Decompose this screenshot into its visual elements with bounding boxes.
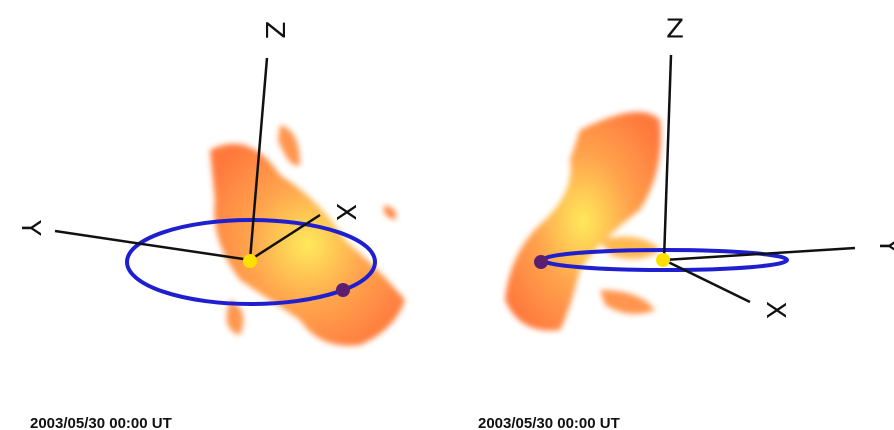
timestamp: 2003/05/30 00:00 UT [30, 415, 172, 430]
cme-cloud [210, 125, 405, 346]
axis-label: Z [259, 21, 289, 39]
visualization: Z Y X 2003/05/30 00:00 UT Z Y X 2003/05/… [0, 0, 894, 430]
axis-label: Z [666, 15, 684, 45]
axis-label: Y [15, 219, 45, 236]
right-panel: Z Y X 2003/05/30 00:00 UT [478, 15, 894, 430]
z-axis [664, 55, 671, 260]
left-panel: Z Y X 2003/05/30 00:00 UT [15, 21, 405, 430]
sun [656, 253, 670, 267]
earth [534, 255, 548, 269]
axis-label: X [760, 301, 790, 319]
axis-label: Y [873, 237, 894, 254]
timestamp: 2003/05/30 00:00 UT [478, 415, 620, 430]
axis-label: X [330, 203, 360, 221]
cme-cloud [505, 112, 661, 331]
sun [243, 254, 257, 268]
earth [336, 283, 350, 297]
